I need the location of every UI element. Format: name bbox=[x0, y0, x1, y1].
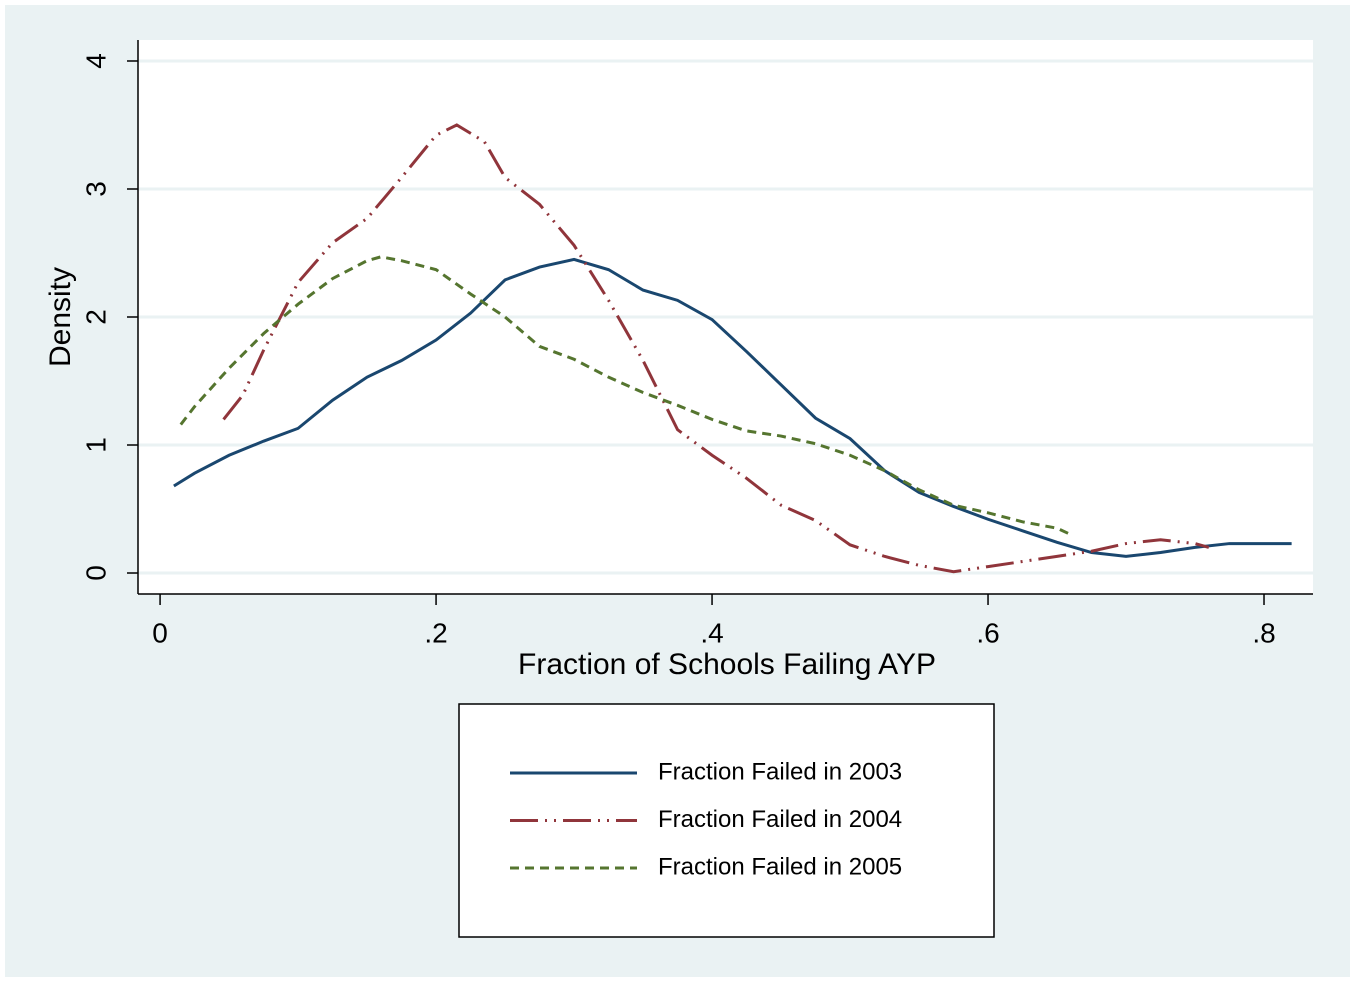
x-tick-label: .8 bbox=[1252, 617, 1275, 648]
y-tick-label: 4 bbox=[80, 53, 111, 69]
legend-label: Fraction Failed in 2005 bbox=[658, 853, 902, 880]
y-axis-title: Density bbox=[44, 267, 77, 367]
series-line bbox=[173, 257, 1292, 558]
legend-label: Fraction Failed in 2003 bbox=[658, 758, 902, 785]
x-tick-label: 0 bbox=[152, 617, 168, 648]
y-tick-label: 0 bbox=[80, 565, 111, 581]
x-tick-label: .4 bbox=[700, 617, 723, 648]
x-axis-title: Fraction of Schools Failing AYP bbox=[518, 648, 936, 681]
legend-label: Fraction Failed in 2004 bbox=[658, 806, 902, 833]
y-tick-label: 2 bbox=[80, 309, 111, 325]
x-tick-label: .6 bbox=[976, 617, 999, 648]
x-tick-label: .2 bbox=[424, 617, 447, 648]
y-tick-label: 1 bbox=[80, 437, 111, 453]
series-line bbox=[179, 255, 1072, 536]
legend-box bbox=[458, 703, 995, 938]
series-line bbox=[222, 123, 1210, 574]
y-tick-label: 3 bbox=[80, 181, 111, 197]
